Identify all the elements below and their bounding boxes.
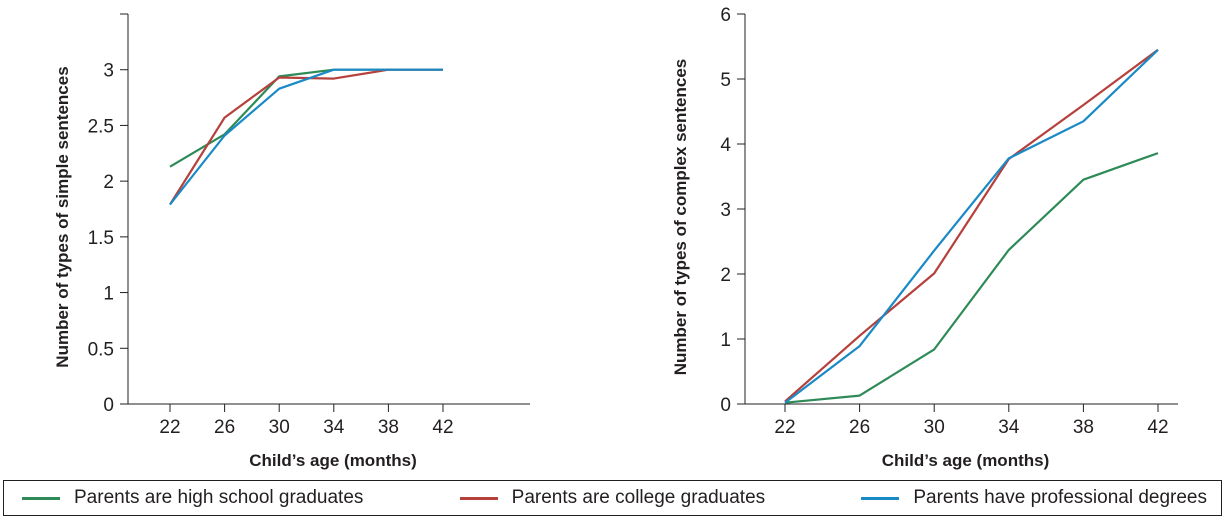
x-tick-label: 38 xyxy=(378,417,399,438)
y-tick-label: 5 xyxy=(720,70,731,91)
y-tick-label: 3 xyxy=(720,200,731,221)
series-line-parents-are-college-graduates xyxy=(784,48,1159,403)
x-tick-label: 38 xyxy=(1073,417,1094,438)
y-tick-label: 0 xyxy=(103,395,114,416)
y-tick-label: 1 xyxy=(103,284,114,305)
x-tick-label: 22 xyxy=(159,417,180,438)
x-tick-label: 34 xyxy=(998,417,1020,438)
y-axis-title: Number of types of complex sentences xyxy=(671,59,690,375)
y-axis-title: Number of types of simple sentences xyxy=(53,66,72,367)
legend-label-professional: Parents have professional degrees xyxy=(913,487,1207,508)
series-line-parents-are-college-graduates xyxy=(169,68,443,206)
x-tick-label: 42 xyxy=(432,417,453,438)
legend-item-high-school: Parents are high school graduates xyxy=(22,487,363,509)
legend-label-college: Parents are college graduates xyxy=(511,487,766,508)
x-tick-label: 34 xyxy=(323,417,345,438)
legend-swatch-college xyxy=(459,496,498,500)
x-tick-label: 26 xyxy=(849,417,870,438)
y-tick-label: 2 xyxy=(103,172,114,193)
legend-swatch-high-school xyxy=(22,496,60,500)
x-tick-label: 22 xyxy=(774,417,795,438)
y-tick-label: 2.5 xyxy=(88,116,114,137)
y-tick-label: 0 xyxy=(720,395,731,416)
series-line-parents-have-professional-degrees xyxy=(169,68,443,206)
legend-item-professional: Parents have professional degrees xyxy=(861,487,1207,509)
y-tick-label: 3 xyxy=(103,61,114,82)
legend-swatch-professional xyxy=(861,496,900,500)
legend: Parents are high school graduates Parent… xyxy=(3,480,1222,516)
y-tick-label: 6 xyxy=(720,5,731,26)
legend-item-college: Parents are college graduates xyxy=(459,487,766,509)
y-tick-label: 0.5 xyxy=(88,339,114,360)
y-tick-label: 1 xyxy=(720,330,731,351)
legend-label-high-school: Parents are high school graduates xyxy=(74,487,364,508)
y-tick-label: 4 xyxy=(720,135,731,156)
x-axis-title: Child’s age (months) xyxy=(249,451,417,470)
y-tick-label: 2 xyxy=(720,265,731,286)
chart-simple: 0 0.5 1 1.5 2 2.5 3 22 26 30 34 38 42 Child’s age (mo… xyxy=(53,13,530,470)
series-line-parents-have-professional-degrees xyxy=(784,49,1159,404)
x-tick-label: 26 xyxy=(214,417,235,438)
series-line-parents-are-high-school-graduates xyxy=(784,152,1159,404)
y-tick-label: 1.5 xyxy=(88,228,114,249)
x-tick-label: 42 xyxy=(1147,417,1168,438)
x-axis-title: Child’s age (months) xyxy=(882,451,1050,470)
x-tick-label: 30 xyxy=(924,417,945,438)
x-tick-label: 30 xyxy=(269,417,290,438)
